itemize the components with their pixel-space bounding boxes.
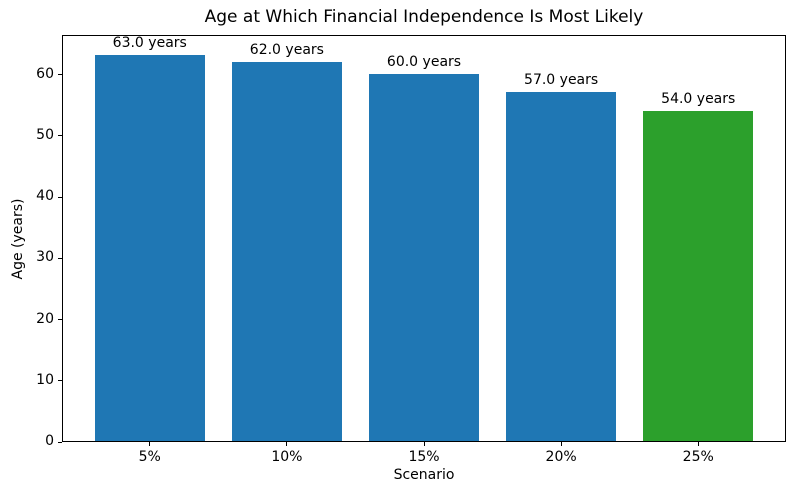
- x-tick-mark: [697, 442, 699, 446]
- x-tick-label: 25%: [682, 449, 714, 465]
- x-tick-label: 5%: [138, 449, 161, 465]
- x-tick-label: 20%: [545, 449, 577, 465]
- x-tick-mark: [423, 442, 425, 446]
- y-axis-label: Age (years): [10, 198, 26, 280]
- plot-area: [62, 35, 786, 442]
- y-tick-label: 0: [45, 433, 54, 449]
- x-tick-label: 10%: [271, 449, 303, 465]
- y-tick-label: 60: [36, 65, 54, 82]
- x-axis-label: Scenario: [393, 467, 455, 483]
- x-tick-mark: [149, 442, 151, 446]
- x-tick-label: 15%: [408, 449, 440, 465]
- x-tick-mark: [560, 442, 562, 446]
- chart-title: Age at Which Financial Independence Is M…: [204, 7, 644, 27]
- x-tick-mark: [286, 442, 288, 446]
- y-tick-label: 10: [36, 371, 54, 388]
